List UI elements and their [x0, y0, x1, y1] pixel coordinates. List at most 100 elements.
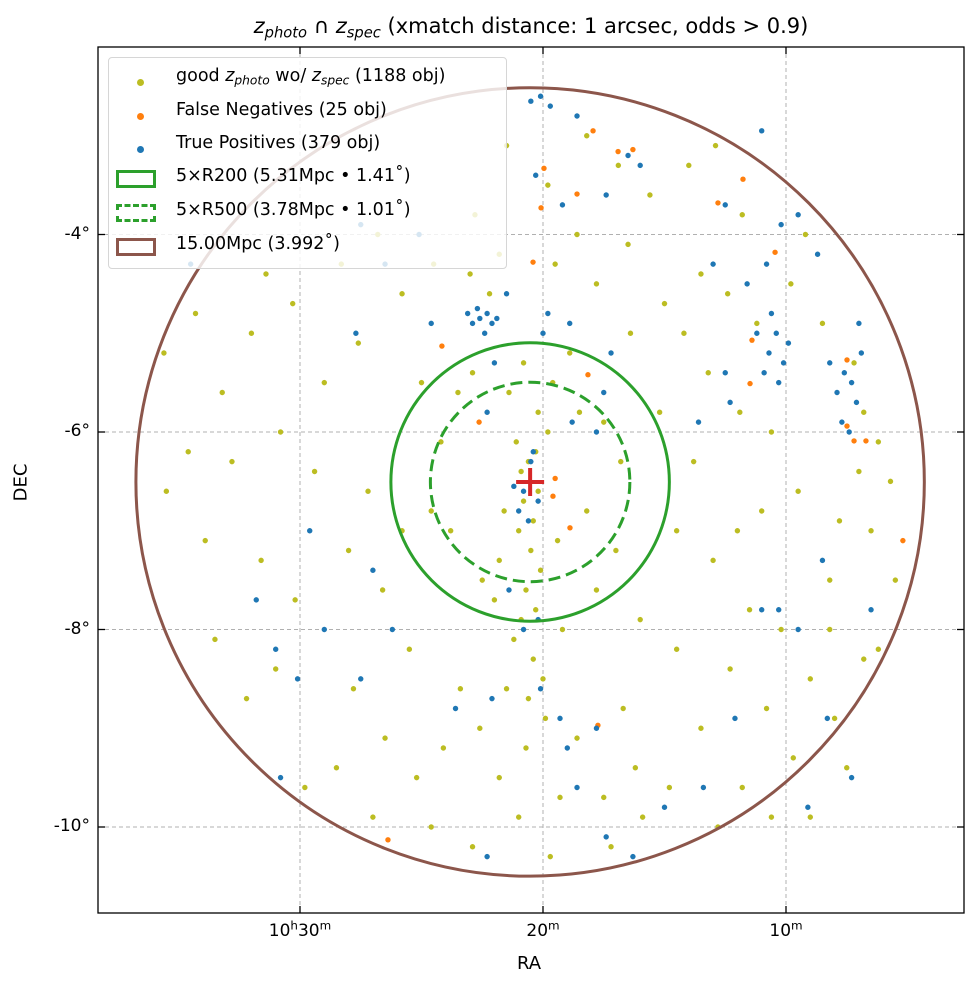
scatter-point-good-z-photo-wo-z-spec — [501, 508, 507, 514]
scatter-point-good-z-photo-wo-z-spec — [739, 212, 745, 218]
scatter-point-good-z-photo-wo-z-spec — [875, 646, 882, 652]
x-tick-label: 10m — [726, 920, 846, 941]
scatter-point-good-z-photo-wo-z-spec — [593, 587, 600, 593]
scatter-point-true-positives — [484, 310, 490, 317]
scatter-point-good-z-photo-wo-z-spec — [861, 409, 867, 415]
scatter-point-true-positives — [773, 330, 779, 336]
scatter-point-good-z-photo-wo-z-spec — [576, 409, 583, 415]
scatter-point-true-positives — [389, 626, 396, 633]
scatter-point-true-positives — [545, 310, 551, 317]
tick-min: 30 — [297, 921, 320, 941]
scatter-point-good-z-photo-wo-z-spec — [851, 360, 857, 366]
scatter-point-good-z-photo-wo-z-spec — [656, 409, 663, 415]
scatter-point-good-z-photo-wo-z-spec — [370, 814, 376, 820]
legend-text: good — [176, 66, 226, 86]
scatter-point-true-positives — [593, 429, 600, 435]
scatter-point-good-z-photo-wo-z-spec — [321, 379, 327, 386]
legend-sub: photo — [234, 73, 270, 88]
scatter-point-true-positives — [819, 557, 826, 564]
scatter-point-good-z-photo-wo-z-spec — [540, 676, 546, 682]
legend-text: 5×R500 (3.78Mpc • 1.01˚) — [176, 200, 411, 220]
scatter-point-false-negatives — [740, 176, 746, 182]
scatter-point-good-z-photo-wo-z-spec — [827, 577, 833, 583]
scatter-point-true-positives — [452, 705, 459, 712]
scatter-point-true-positives — [530, 449, 536, 455]
scatter-point-good-z-photo-wo-z-spec — [627, 330, 634, 336]
scatter-point-good-z-photo-wo-z-spec — [608, 844, 614, 850]
scatter-point-true-positives — [559, 202, 566, 208]
scatter-point-good-z-photo-wo-z-spec — [311, 468, 318, 475]
scatter-point-good-z-photo-wo-z-spec — [710, 557, 716, 564]
scatter-point-good-z-photo-wo-z-spec — [892, 577, 899, 583]
scatter-point-true-positives — [853, 399, 860, 406]
scatter-point-good-z-photo-wo-z-spec — [469, 370, 476, 376]
yellow-dot-icon — [137, 79, 144, 86]
scatter-point-true-positives — [603, 192, 609, 198]
scatter-point-false-negatives — [900, 537, 906, 544]
scatter-point-true-positives — [516, 508, 522, 514]
scatter-point-true-positives — [525, 518, 532, 524]
scatter-point-good-z-photo-wo-z-spec — [212, 636, 218, 643]
legend-text: wo/ — [269, 66, 312, 86]
scatter-point-true-positives — [593, 725, 600, 731]
scatter-point-good-z-photo-wo-z-spec — [754, 320, 760, 327]
scatter-point-good-z-photo-wo-z-spec — [292, 597, 298, 603]
scatter-point-false-negatives — [541, 165, 547, 172]
scatter-point-false-negatives — [863, 438, 869, 444]
scatter-point-good-z-photo-wo-z-spec — [666, 784, 673, 791]
scatter-point-true-positives — [695, 419, 702, 425]
scatter-point-true-positives — [858, 350, 865, 356]
scatter-point-false-negatives — [749, 337, 755, 343]
scatter-point-good-z-photo-wo-z-spec — [355, 340, 362, 346]
scatter-point-good-z-photo-wo-z-spec — [428, 824, 434, 830]
scatter-point-true-positives — [277, 774, 284, 781]
legend-item-true-positives: True Positives (379 obj) — [109, 130, 506, 160]
scatter-point-good-z-photo-wo-z-spec — [698, 725, 704, 731]
scatter-point-true-positives — [520, 626, 527, 633]
scatter-point-true-positives — [846, 429, 852, 435]
scatter-point-good-z-photo-wo-z-spec — [639, 814, 646, 820]
legend-text: False Negatives (25 obj) — [176, 100, 387, 120]
plot-frame — [97, 46, 965, 914]
scatter-point-good-z-photo-wo-z-spec — [746, 607, 753, 613]
scatter-point-true-positives — [827, 360, 833, 366]
scatter-point-good-z-photo-wo-z-spec — [535, 488, 541, 494]
scatter-point-false-negatives — [552, 475, 558, 482]
scatter-point-good-z-photo-wo-z-spec — [584, 508, 590, 514]
scatter-point-good-z-photo-wo-z-spec — [554, 537, 561, 544]
scatter-point-good-z-photo-wo-z-spec — [661, 300, 668, 307]
scatter-point-false-negatives — [747, 380, 753, 387]
scatter-point-true-positives — [785, 340, 792, 346]
scatter-point-good-z-photo-wo-z-spec — [523, 587, 529, 593]
scatter-point-good-z-photo-wo-z-spec — [705, 370, 711, 376]
scatter-point-good-z-photo-wo-z-spec — [868, 528, 874, 534]
scatter-point-good-z-photo-wo-z-spec — [161, 350, 167, 356]
legend-text: 15.00Mpc (3.992˚) — [176, 234, 340, 254]
scatter-point-good-z-photo-wo-z-spec — [574, 735, 580, 741]
scatter-point-good-z-photo-wo-z-spec — [192, 310, 199, 317]
scatter-point-true-positives — [494, 315, 500, 322]
scatter-point-good-z-photo-wo-z-spec — [530, 656, 536, 662]
scatter-point-true-positives — [763, 261, 770, 267]
scatter-point-true-positives — [503, 291, 510, 297]
scatter-point-good-z-photo-wo-z-spec — [778, 626, 784, 633]
legend-z: z — [311, 66, 321, 86]
tick-min: 10 — [769, 921, 792, 941]
scatter-point-good-z-photo-wo-z-spec — [290, 300, 296, 307]
scatter-point-good-z-photo-wo-z-spec — [520, 498, 527, 504]
scatter-point-true-positives — [481, 330, 488, 336]
scatter-point-good-z-photo-wo-z-spec — [399, 291, 405, 297]
scatter-point-true-positives — [601, 389, 607, 396]
scatter-point-good-z-photo-wo-z-spec — [185, 449, 191, 455]
title-op: ∩ — [307, 14, 336, 38]
scatter-point-good-z-photo-wo-z-spec — [673, 646, 680, 652]
scatter-point-good-z-photo-wo-z-spec — [447, 528, 454, 534]
scatter-point-good-z-photo-wo-z-spec — [428, 508, 434, 514]
scatter-point-good-z-photo-wo-z-spec — [690, 458, 697, 465]
scatter-point-true-positives — [848, 379, 855, 386]
scatter-point-true-positives — [637, 162, 643, 169]
scatter-point-true-positives — [732, 715, 738, 722]
scatter-point-true-positives — [564, 745, 570, 751]
scatter-point-good-z-photo-wo-z-spec — [632, 765, 639, 771]
circle-15-00mpc — [134, 86, 926, 878]
